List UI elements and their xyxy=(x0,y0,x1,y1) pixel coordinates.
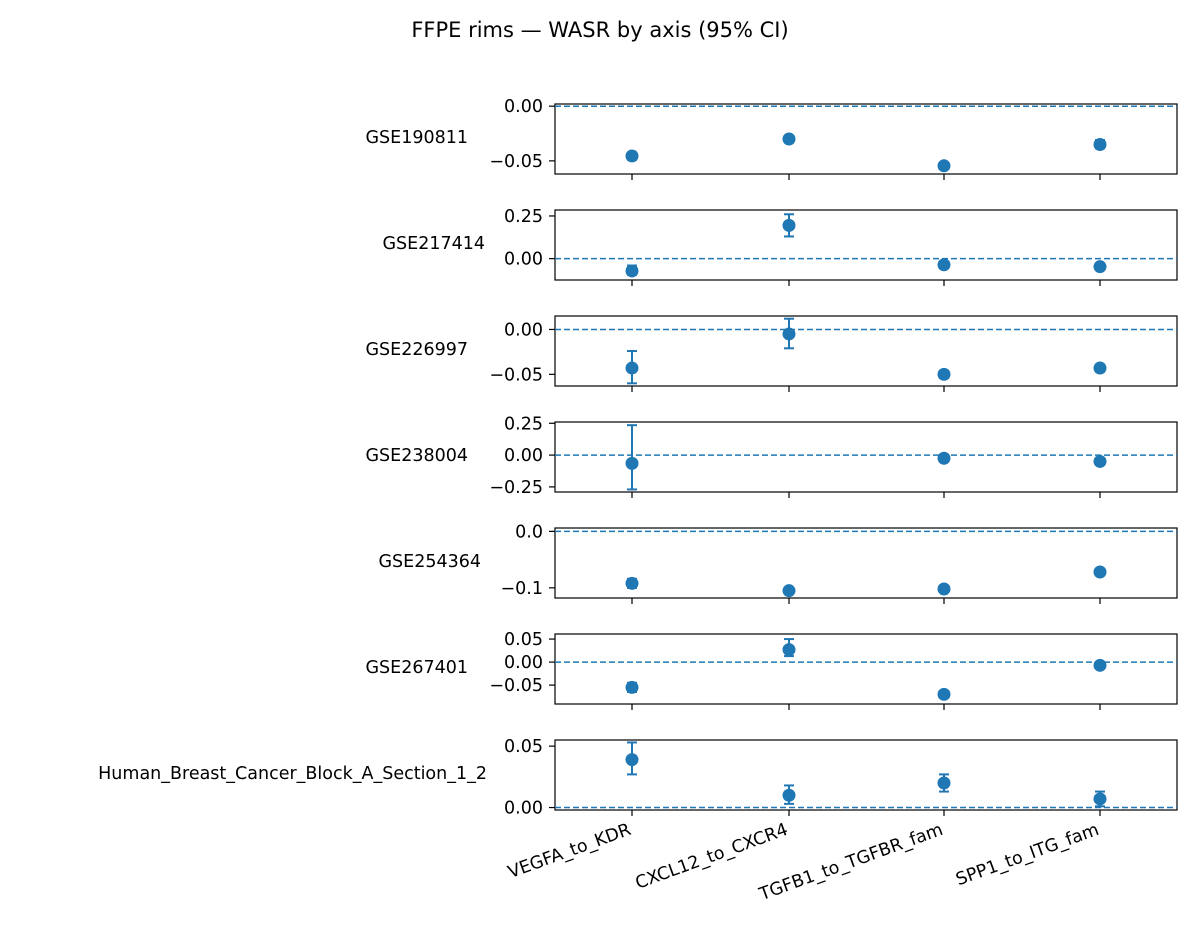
row-label: Human_Breast_Cancer_Block_A_Section_1_2 xyxy=(98,764,487,784)
data-point xyxy=(1093,260,1107,274)
data-point xyxy=(782,643,796,657)
y-tick-label: 0.05 xyxy=(504,737,543,757)
panel-frame xyxy=(554,527,1178,599)
data-point xyxy=(1093,658,1107,672)
y-tick-label: −0.1 xyxy=(501,579,544,599)
data-point xyxy=(1093,454,1107,468)
y-tick-label: 0.05 xyxy=(504,630,543,650)
row-label: GSE254364 xyxy=(378,552,481,572)
y-tick-label: 0.00 xyxy=(504,250,543,270)
data-point xyxy=(937,159,951,173)
y-tick-label: −0.05 xyxy=(489,676,543,696)
y-tick-label: 0.00 xyxy=(504,653,543,673)
row-label: GSE226997 xyxy=(365,340,468,360)
y-tick-label: −0.25 xyxy=(489,478,543,498)
panel-Human_Breast_Cancer_Block_A_Section_1_2: 0.05 0.00 Human_Breast_Cancer_Block_A_Sect… xyxy=(98,737,1178,819)
data-point xyxy=(782,584,796,598)
data-point xyxy=(937,776,951,790)
y-tick-label: 0.25 xyxy=(504,207,543,227)
panel-frame xyxy=(554,315,1178,387)
row-label: GSE217414 xyxy=(382,234,485,254)
panel-GSE217414: 0.25 0.00 GSE217414 xyxy=(382,207,1178,286)
data-point xyxy=(1093,792,1107,806)
data-point xyxy=(782,327,796,341)
data-point xyxy=(782,132,796,146)
data-point xyxy=(625,576,639,590)
data-point xyxy=(625,149,639,163)
chart-title: FFPE rims — WASR by axis (95% CI) xyxy=(411,18,788,42)
data-point xyxy=(625,264,639,278)
y-tick-label: −0.05 xyxy=(489,365,543,385)
data-point xyxy=(625,456,639,470)
data-point xyxy=(625,361,639,375)
panel-frame xyxy=(554,421,1178,493)
x-tick-label: SPP1_to_ITG_fam xyxy=(953,820,1101,890)
y-tick-label: 0.0 xyxy=(515,522,543,542)
data-point xyxy=(1093,137,1107,151)
data-point xyxy=(937,367,951,381)
y-tick-label: 0.00 xyxy=(504,97,543,117)
panel-frame xyxy=(554,633,1178,705)
panel-frame xyxy=(554,739,1178,811)
data-point xyxy=(625,680,639,694)
data-point xyxy=(1093,565,1107,579)
data-point xyxy=(1093,361,1107,375)
data-point xyxy=(937,451,951,465)
panel-GSE226997: 0.00 −0.05 GSE226997 xyxy=(365,315,1178,392)
data-point xyxy=(782,218,796,232)
data-point xyxy=(625,753,639,767)
row-label: GSE238004 xyxy=(365,446,468,466)
panel-GSE254364: 0.0 −0.1 GSE254364 xyxy=(378,522,1178,604)
panel-frame xyxy=(554,103,1178,175)
row-label: GSE190811 xyxy=(365,128,468,148)
panel-frame xyxy=(554,209,1178,281)
row-label: GSE267401 xyxy=(365,658,468,678)
y-tick-label: 0.25 xyxy=(504,414,543,434)
data-point xyxy=(937,258,951,272)
data-point xyxy=(937,687,951,701)
panel-GSE238004: 0.25 0.00 −0.25 GSE238004 xyxy=(365,414,1178,498)
y-tick-label: 0.00 xyxy=(504,799,543,819)
x-tick-label: VEGFA_to_KDR xyxy=(505,820,633,883)
data-point xyxy=(782,788,796,802)
y-tick-label: −0.05 xyxy=(489,152,543,172)
y-tick-label: 0.00 xyxy=(504,320,543,340)
y-tick-label: 0.00 xyxy=(504,446,543,466)
panel-GSE190811: 0.00 −0.05 GSE190811 xyxy=(365,97,1178,180)
panel-GSE267401: 0.05 0.00 −0.05 GSE267401 xyxy=(365,630,1178,710)
data-point xyxy=(937,582,951,596)
